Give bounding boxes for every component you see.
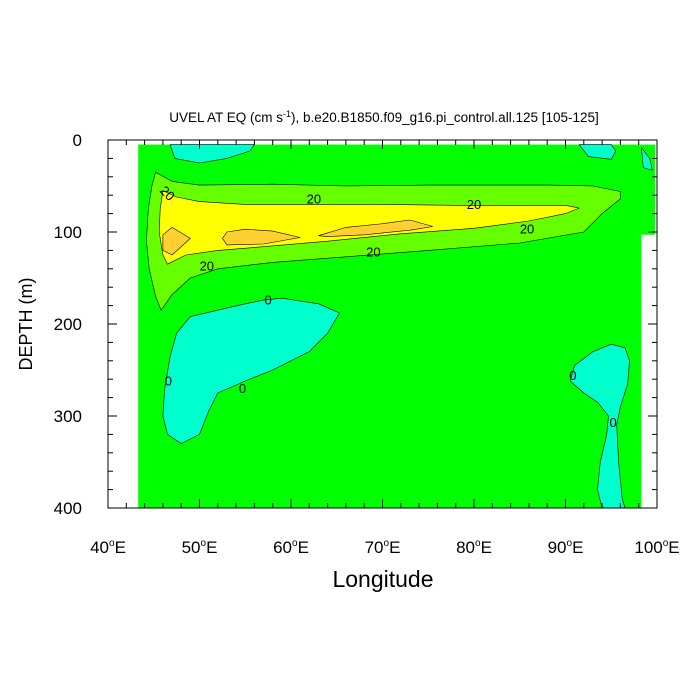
x-tick-label: 90oE xyxy=(548,538,584,557)
x-tick-label: 50oE xyxy=(182,538,218,557)
x-axis-label: Longitude xyxy=(332,566,433,592)
contour-region-level-40 xyxy=(162,227,191,256)
contour-label: 20 xyxy=(200,259,214,274)
x-tick-label: 40oE xyxy=(90,538,126,557)
contour-region-level-40 xyxy=(318,219,434,237)
contour-label: 0 xyxy=(265,293,272,308)
contour-label: 0 xyxy=(609,415,616,430)
y-tick-label: 100 xyxy=(54,223,82,242)
contour-label: 0 xyxy=(239,381,246,396)
contour-region-negative xyxy=(162,297,340,444)
contour-label: 20 xyxy=(366,245,380,260)
contour-label: 20 xyxy=(307,191,321,206)
x-tick-label: 70oE xyxy=(365,538,401,557)
y-tick-label: 0 xyxy=(73,131,82,150)
contour-label: 20 xyxy=(467,197,481,212)
contour-label: 0 xyxy=(569,368,576,383)
y-tick-label: 300 xyxy=(54,407,82,426)
y-tick-label: 400 xyxy=(54,499,82,518)
x-tick-label: 60oE xyxy=(273,538,309,557)
x-tick-label: 80oE xyxy=(456,538,492,557)
contour-region-negative xyxy=(641,147,653,171)
contour-label: 20 xyxy=(520,222,534,237)
title-exponent: -1 xyxy=(283,109,291,119)
axis-ticks: 40oE 50oE 60oE 70oE 80oE 90oE 100oE01002003004… xyxy=(54,131,680,557)
title-prefix: UVEL AT EQ (cm s xyxy=(169,110,283,125)
x-tick-label: 100oE xyxy=(634,538,679,557)
contour-region-negative xyxy=(569,343,630,509)
contour-region-negative xyxy=(578,144,617,160)
title-suffix: ), b.e20.B1850.f09_g16.pi_control.all.12… xyxy=(291,110,599,125)
y-tick-label: 200 xyxy=(54,315,82,334)
chart-title: UVEL AT EQ (cm s-1), b.e20.B1850.f09_g16… xyxy=(169,109,599,125)
plot-area xyxy=(138,144,656,509)
y-axis-label: DEPTH (m) xyxy=(16,278,36,371)
contour-label: 0 xyxy=(165,374,172,389)
contour-region-level-40 xyxy=(222,228,301,246)
